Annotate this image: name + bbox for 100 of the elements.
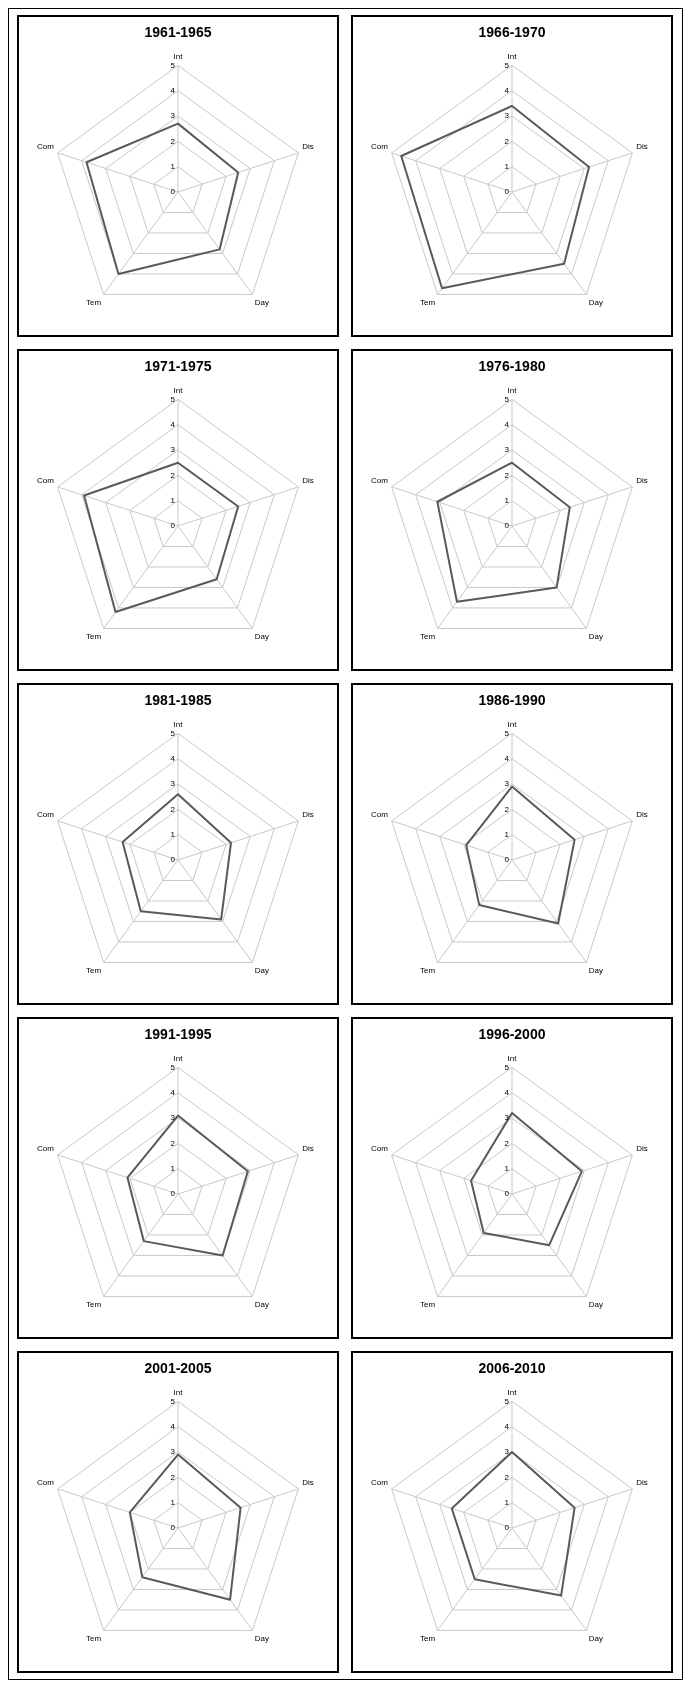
spoke-label: Tem — [420, 1633, 436, 1643]
chart-title: 1996-2000 — [478, 1026, 546, 1043]
spoke-label: Com — [36, 810, 55, 820]
spoke-label: Day — [588, 297, 603, 307]
y-tick-label: 1 — [504, 495, 510, 505]
spoke-label: Day — [254, 965, 269, 975]
y-tick-label: 3 — [504, 1447, 510, 1457]
spoke-label: Com — [36, 142, 55, 152]
y-tick-label: 2 — [504, 804, 510, 814]
y-tick-label: 5 — [504, 1062, 510, 1072]
y-tick-label: 4 — [504, 1087, 510, 1097]
chart-title: 2006-2010 — [478, 1360, 546, 1377]
y-tick-label: 1 — [170, 829, 176, 839]
spoke-label: Day — [588, 1299, 603, 1309]
spoke-label: Tem — [86, 297, 102, 307]
y-tick-label: 5 — [170, 394, 176, 404]
spoke-label: Com — [370, 476, 389, 486]
spoke-label: Int — [507, 1053, 518, 1063]
spoke-label: Int — [173, 1053, 184, 1063]
y-tick-label: 0 — [170, 187, 176, 197]
y-tick-label: 0 — [504, 1523, 510, 1533]
spoke-label: Dis — [302, 1144, 314, 1154]
spoke-label: Dis — [302, 1478, 314, 1488]
chart-title: 1976-1980 — [478, 358, 546, 375]
y-tick-label: 0 — [170, 1189, 176, 1199]
y-tick-label: 4 — [170, 1421, 176, 1431]
y-tick-label: 3 — [504, 1113, 510, 1123]
chart-title: 1986-1990 — [478, 692, 546, 709]
y-tick-label: 5 — [170, 1396, 176, 1406]
y-tick-label: 4 — [170, 753, 176, 763]
y-tick-label: 1 — [504, 1163, 510, 1173]
y-tick-label: 5 — [504, 394, 510, 404]
y-tick-label: 4 — [170, 419, 176, 429]
spoke-label: Int — [173, 385, 184, 395]
y-tick-label: 5 — [170, 728, 176, 738]
spoke-label: Dis — [302, 476, 314, 486]
spoke-label: Int — [507, 385, 518, 395]
spoke-label: Int — [173, 719, 184, 729]
chart-title: 1971-1975 — [144, 358, 212, 375]
y-tick-label: 0 — [504, 521, 510, 531]
spoke-label: Tem — [420, 1299, 436, 1309]
y-tick-label: 3 — [504, 111, 510, 121]
y-tick-label: 2 — [170, 1472, 176, 1482]
y-tick-label: 5 — [170, 1062, 176, 1072]
spoke-label: Tem — [86, 1299, 102, 1309]
y-tick-label: 2 — [504, 1472, 510, 1482]
spoke-label: Day — [588, 965, 603, 975]
y-tick-label: 5 — [504, 728, 510, 738]
chart-title: 1991-1995 — [144, 1026, 212, 1043]
y-tick-label: 1 — [170, 161, 176, 171]
spoke-label: Day — [254, 1633, 269, 1643]
y-tick-label: 1 — [170, 1163, 176, 1173]
y-tick-label: 0 — [504, 187, 510, 197]
y-tick-label: 3 — [504, 445, 510, 455]
y-tick-label: 5 — [170, 60, 176, 70]
y-tick-label: 4 — [504, 753, 510, 763]
spoke-label: Com — [36, 476, 55, 486]
spoke-label: Dis — [302, 810, 314, 820]
spoke-label: Dis — [636, 1478, 648, 1488]
y-tick-label: 5 — [504, 60, 510, 70]
y-tick-label: 0 — [170, 855, 176, 865]
y-tick-label: 3 — [170, 779, 176, 789]
spoke-label: Int — [173, 51, 184, 61]
y-tick-label: 0 — [170, 1523, 176, 1533]
y-tick-label: 4 — [170, 85, 176, 95]
spoke-label: Com — [370, 142, 389, 152]
spoke-label: Dis — [636, 810, 648, 820]
y-tick-label: 2 — [504, 470, 510, 480]
spoke-label: Day — [254, 297, 269, 307]
y-tick-label: 4 — [504, 1421, 510, 1431]
y-tick-label: 3 — [170, 1113, 176, 1123]
y-tick-label: 2 — [170, 804, 176, 814]
spoke-label: Int — [507, 1387, 518, 1397]
spoke-label: Com — [36, 1478, 55, 1488]
spoke-label: Com — [36, 1144, 55, 1154]
y-tick-label: 0 — [504, 1189, 510, 1199]
y-tick-label: 2 — [170, 136, 176, 146]
y-tick-label: 4 — [170, 1087, 176, 1097]
y-tick-label: 1 — [504, 161, 510, 171]
y-tick-label: 4 — [504, 85, 510, 95]
y-tick-label: 1 — [504, 829, 510, 839]
y-tick-label: 0 — [170, 521, 176, 531]
spoke-label: Day — [254, 631, 269, 641]
y-tick-label: 3 — [504, 779, 510, 789]
y-tick-label: 2 — [504, 1138, 510, 1148]
y-tick-label: 2 — [170, 1138, 176, 1148]
chart-title: 1981-1985 — [144, 692, 212, 709]
chart-title: 1961-1965 — [144, 24, 212, 41]
spoke-label: Dis — [636, 1144, 648, 1154]
spoke-label: Com — [370, 1478, 389, 1488]
y-tick-label: 3 — [170, 111, 176, 121]
chart-title: 2001-2005 — [144, 1360, 212, 1377]
spoke-label: Tem — [86, 1633, 102, 1643]
y-tick-label: 5 — [504, 1396, 510, 1406]
spoke-label: Tem — [420, 297, 436, 307]
spoke-label: Com — [370, 810, 389, 820]
spoke-label: Tem — [420, 631, 436, 641]
spoke-label: Tem — [420, 965, 436, 975]
spoke-label: Day — [254, 1299, 269, 1309]
spoke-label: Dis — [636, 476, 648, 486]
